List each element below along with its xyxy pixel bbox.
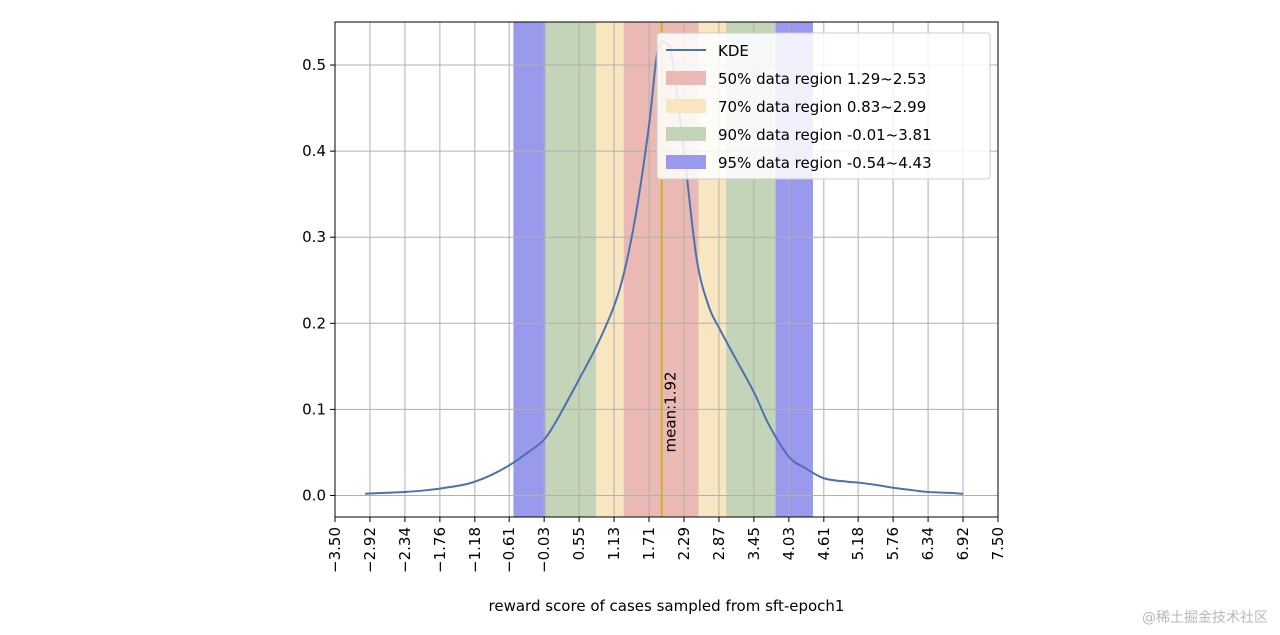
x-tick-label-16: 5.76 — [884, 527, 902, 560]
x-tick-label-7: 0.55 — [570, 527, 588, 560]
mean-label: mean:1.92 — [662, 371, 680, 452]
x-tick-label-0: −3.50 — [326, 527, 344, 573]
x-tick-label-3: −1.76 — [431, 527, 449, 573]
x-tick-label-12: 3.45 — [745, 527, 763, 560]
legend-label-3: 90% data region -0.01~3.81 — [718, 126, 932, 144]
x-tick-label-17: 6.34 — [919, 527, 937, 560]
legend-label-2: 70% data region 0.83~2.99 — [718, 98, 926, 116]
legend-label-4: 95% data region -0.54~4.43 — [718, 154, 932, 172]
x-tick-label-10: 2.29 — [675, 527, 693, 560]
x-tick-label-19: 7.50 — [989, 527, 1007, 560]
x-tick-label-2: −2.34 — [396, 527, 414, 573]
y-tick-label-3: 0.3 — [302, 228, 326, 246]
legend-swatch-3 — [666, 127, 706, 141]
y-tick-label-0: 0.0 — [302, 486, 326, 504]
y-tick-label-5: 0.5 — [302, 56, 326, 74]
x-tick-label-14: 4.61 — [815, 527, 833, 560]
x-axis-label: reward score of cases sampled from sft-e… — [489, 597, 845, 615]
x-tick-label-15: 5.18 — [849, 527, 867, 560]
x-tick-label-8: 1.13 — [605, 527, 623, 560]
x-tick-label-11: 2.87 — [710, 527, 728, 560]
legend-label-1: 50% data region 1.29~2.53 — [718, 70, 926, 88]
x-tick-label-4: −1.18 — [466, 527, 484, 573]
x-tick-label-13: 4.03 — [780, 527, 798, 560]
legend-swatch-1 — [666, 71, 706, 85]
legend-swatch-2 — [666, 99, 706, 113]
x-tick-label-6: −0.03 — [535, 527, 553, 573]
legend: KDE 50% data region 1.29~2.53 70% data reg… — [656, 32, 991, 180]
y-tick-label-4: 0.4 — [302, 142, 326, 160]
ticks-layer: −3.50 −2.92 −2.34 −1.76 −1.18 −0.61 −0.03 0.55 1… — [302, 56, 1007, 573]
x-tick-label-1: −2.92 — [361, 527, 379, 573]
y-tick-label-1: 0.1 — [302, 400, 326, 418]
plot-frame — [334, 21, 999, 518]
legend-box — [656, 32, 991, 180]
watermark: @稀土掘金技术社区 — [1142, 610, 1268, 626]
x-tick-label-9: 1.71 — [640, 527, 658, 560]
x-tick-label-18: 6.92 — [954, 527, 972, 560]
legend-label-0: KDE — [718, 42, 749, 60]
legend-swatch-4 — [666, 155, 706, 169]
y-tick-label-2: 0.2 — [302, 314, 326, 332]
x-tick-label-5: −0.61 — [500, 527, 518, 573]
